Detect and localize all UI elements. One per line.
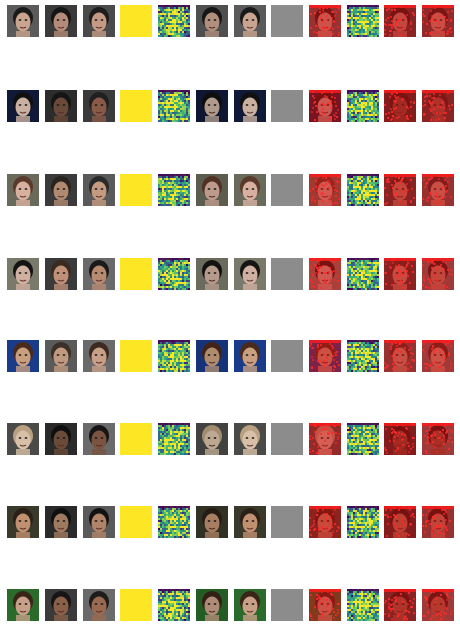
heatmap-r4-c5: [158, 258, 190, 290]
face-photo-r2-c7: [234, 90, 266, 122]
heatmap-r2-c10: [347, 90, 379, 122]
face-photo-r8-c1: [7, 589, 39, 621]
heatmap-r5-c10: [347, 340, 379, 372]
face-photo-r6-c2: [45, 423, 77, 455]
face-photo-r4-c1: [7, 258, 39, 290]
heatmap-r3-c10: [347, 174, 379, 206]
uniform-gray-map-r2-c8: [271, 90, 303, 122]
overlay-map-r6-c12: [422, 423, 454, 455]
face-photo-r4-c6: [196, 258, 228, 290]
uniform-gray-map-r3-c8: [271, 174, 303, 206]
face-photo-r1-c7: [234, 5, 266, 37]
uniform-yellow-map-r7-c4: [120, 506, 152, 538]
uniform-yellow-map-r8-c4: [120, 589, 152, 621]
overlay-map-r4-c9: [309, 258, 341, 290]
face-photo-r2-c1: [7, 90, 39, 122]
uniform-yellow-map-r1-c4: [120, 5, 152, 37]
overlay-map-r3-c9: [309, 174, 341, 206]
face-photo-r1-c1: [7, 5, 39, 37]
face-photo-r6-c6: [196, 423, 228, 455]
heatmap-r4-c10: [347, 258, 379, 290]
face-photo-r7-c7: [234, 506, 266, 538]
overlay-map-r4-c12: [422, 258, 454, 290]
heatmap-r1-c10: [347, 5, 379, 37]
overlay-map-r7-c11: [384, 506, 416, 538]
face-photo-r5-c1: [7, 340, 39, 372]
face-photo-r2-c2: [45, 90, 77, 122]
face-photo-r4-c2: [45, 258, 77, 290]
heatmap-r1-c5: [158, 5, 190, 37]
uniform-yellow-map-r6-c4: [120, 423, 152, 455]
overlay-map-r2-c9: [309, 90, 341, 122]
face-photo-r2-c6: [196, 90, 228, 122]
face-photo-r5-c6: [196, 340, 228, 372]
face-photo-r3-c2: [45, 174, 77, 206]
uniform-gray-map-r7-c8: [271, 506, 303, 538]
uniform-gray-map-r4-c8: [271, 258, 303, 290]
heatmap-r2-c5: [158, 90, 190, 122]
face-photo-r7-c1: [7, 506, 39, 538]
face-photo-r8-c2: [45, 589, 77, 621]
overlay-map-r8-c9: [309, 589, 341, 621]
face-photo-r8-c3: [83, 589, 115, 621]
face-photo-r6-c1: [7, 423, 39, 455]
uniform-gray-map-r1-c8: [271, 5, 303, 37]
overlay-map-r5-c11: [384, 340, 416, 372]
overlay-map-r7-c12: [422, 506, 454, 538]
face-photo-r2-c3: [83, 90, 115, 122]
face-photo-r7-c2: [45, 506, 77, 538]
face-photo-r8-c6: [196, 589, 228, 621]
overlay-map-r2-c11: [384, 90, 416, 122]
face-photo-r6-c7: [234, 423, 266, 455]
face-photo-r7-c3: [83, 506, 115, 538]
face-photo-r8-c7: [234, 589, 266, 621]
uniform-yellow-map-r5-c4: [120, 340, 152, 372]
heatmap-r8-c10: [347, 589, 379, 621]
face-photo-r1-c3: [83, 5, 115, 37]
overlay-map-r6-c9: [309, 423, 341, 455]
heatmap-r8-c5: [158, 589, 190, 621]
overlay-map-r8-c12: [422, 589, 454, 621]
heatmap-r5-c5: [158, 340, 190, 372]
overlay-map-r3-c12: [422, 174, 454, 206]
face-photo-r5-c7: [234, 340, 266, 372]
face-photo-r5-c3: [83, 340, 115, 372]
uniform-gray-map-r8-c8: [271, 589, 303, 621]
face-photo-r7-c6: [196, 506, 228, 538]
overlay-map-r3-c11: [384, 174, 416, 206]
uniform-yellow-map-r2-c4: [120, 90, 152, 122]
overlay-map-r6-c11: [384, 423, 416, 455]
face-photo-r4-c7: [234, 258, 266, 290]
uniform-gray-map-r5-c8: [271, 340, 303, 372]
face-photo-r3-c6: [196, 174, 228, 206]
heatmap-r6-c5: [158, 423, 190, 455]
heatmap-r3-c5: [158, 174, 190, 206]
overlay-map-r4-c11: [384, 258, 416, 290]
uniform-gray-map-r6-c8: [271, 423, 303, 455]
overlay-map-r1-c9: [309, 5, 341, 37]
face-photo-r1-c2: [45, 5, 77, 37]
overlay-map-r5-c12: [422, 340, 454, 372]
heatmap-r7-c10: [347, 506, 379, 538]
uniform-yellow-map-r3-c4: [120, 174, 152, 206]
heatmap-r6-c10: [347, 423, 379, 455]
face-photo-r1-c6: [196, 5, 228, 37]
overlay-map-r8-c11: [384, 589, 416, 621]
face-photo-r3-c7: [234, 174, 266, 206]
overlay-map-r5-c9: [309, 340, 341, 372]
face-photo-r5-c2: [45, 340, 77, 372]
face-photo-r6-c3: [83, 423, 115, 455]
uniform-yellow-map-r4-c4: [120, 258, 152, 290]
overlay-map-r1-c11: [384, 5, 416, 37]
face-photo-r4-c3: [83, 258, 115, 290]
overlay-map-r7-c9: [309, 506, 341, 538]
overlay-map-r1-c12: [422, 5, 454, 37]
heatmap-r7-c5: [158, 506, 190, 538]
overlay-map-r2-c12: [422, 90, 454, 122]
face-photo-r3-c3: [83, 174, 115, 206]
face-photo-r3-c1: [7, 174, 39, 206]
